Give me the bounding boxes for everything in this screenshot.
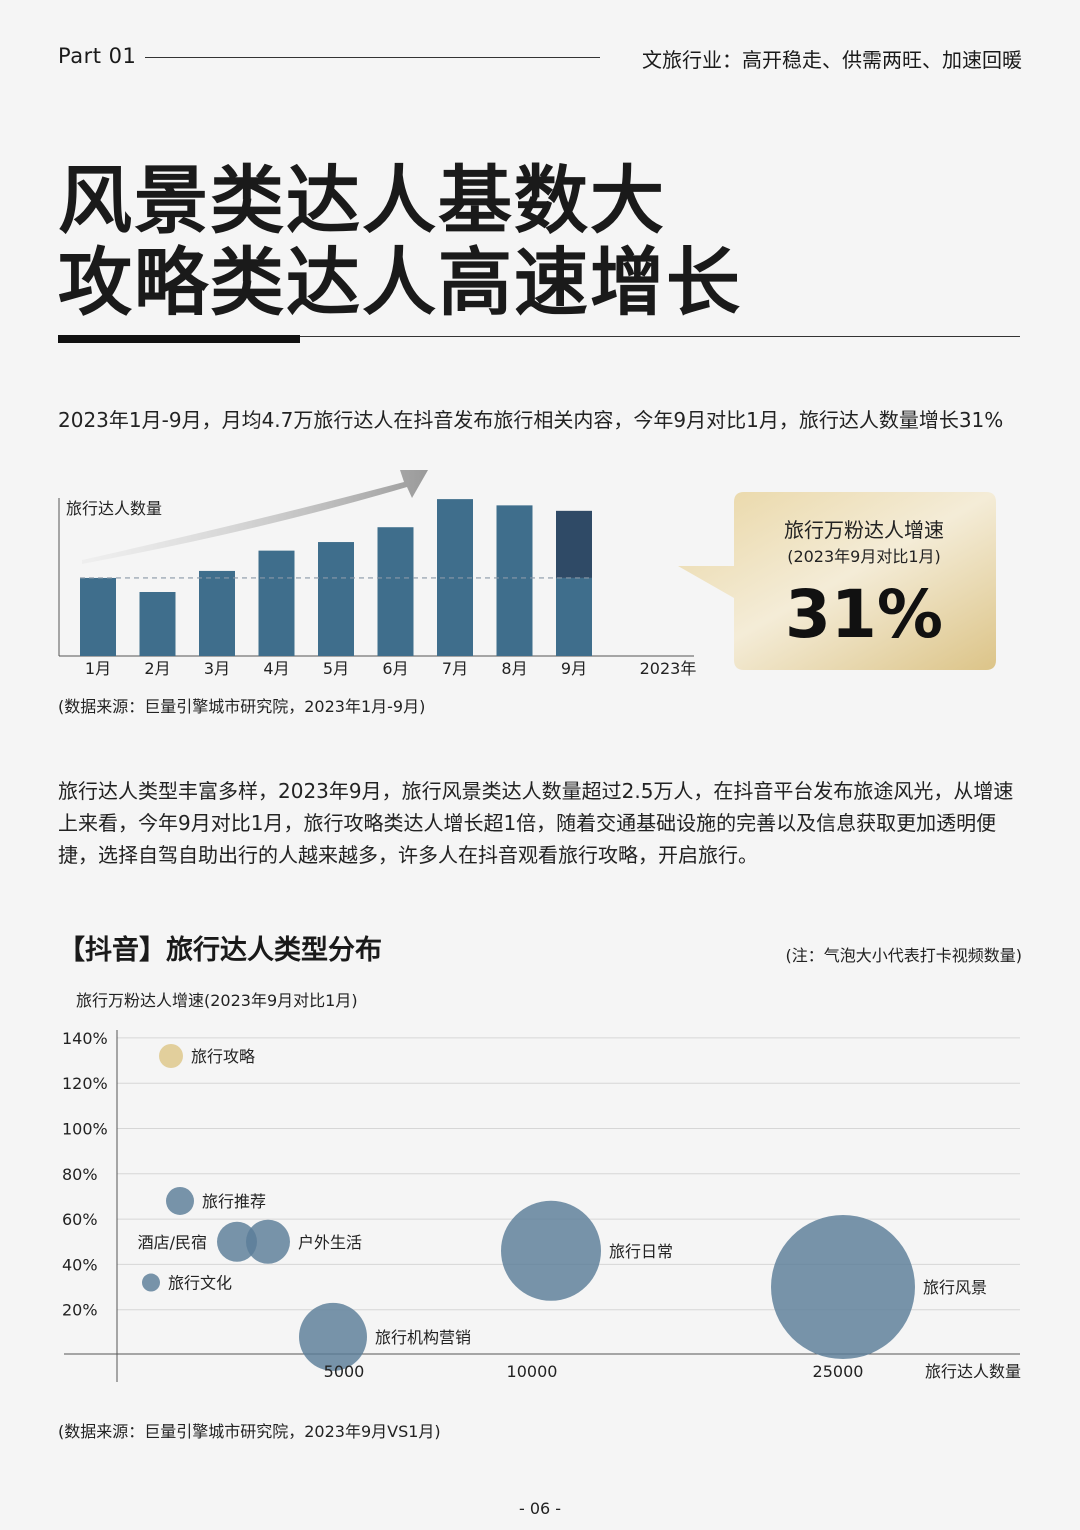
x-tick-label: 10000 — [507, 1362, 558, 1381]
bubble-y-axis-label: 旅行万粉达人增速(2023年9月对比1月) — [76, 991, 358, 1010]
data-source-2: (数据来源：巨量引擎城市研究院，2023年9月VS1月) — [58, 1422, 441, 1441]
y-tick-label: 140% — [62, 1029, 108, 1048]
data-source-1: (数据来源：巨量引擎城市研究院，2023年1月-9月) — [58, 697, 426, 716]
bar — [139, 592, 176, 656]
bubble-x-axis-label: 旅行达人数量 — [925, 1362, 1021, 1381]
bubble-chart-title: 【抖音】旅行达人类型分布 — [58, 935, 382, 966]
bubble-label: 酒店/民宿 — [138, 1233, 207, 1252]
title-line-1: 风景类达人基数大 — [58, 158, 666, 244]
bar — [496, 505, 533, 656]
growth-callout-box — [678, 492, 996, 670]
bar-highlight-segment — [556, 510, 592, 578]
y-tick-label: 80% — [62, 1165, 98, 1184]
bubble — [159, 1044, 183, 1069]
y-tick-label: 120% — [62, 1074, 108, 1093]
bar — [377, 527, 414, 656]
bubble-label: 旅行文化 — [168, 1274, 232, 1293]
bubble — [299, 1302, 367, 1371]
bar-category-label: 8月 — [501, 659, 527, 678]
bar — [80, 577, 116, 656]
callout-title: 旅行万粉达人增速 — [784, 518, 944, 542]
y-tick-label: 60% — [62, 1210, 98, 1229]
callout-subtitle: (2023年9月对比1月) — [787, 547, 941, 566]
page-number: - 06 - — [518, 1499, 562, 1518]
bar — [258, 550, 295, 656]
bar — [556, 577, 592, 656]
bubble-label: 户外生活 — [298, 1233, 362, 1252]
page-title: 风景类达人基数大 攻略类达人高速增长 — [58, 160, 742, 324]
part-label: Part 01 — [58, 44, 137, 68]
bar-y-axis-label: 旅行达人数量 — [66, 499, 162, 518]
bar — [318, 542, 354, 656]
bar — [199, 570, 235, 656]
header-divider — [145, 57, 600, 58]
bubble-label: 旅行推荐 — [202, 1192, 266, 1211]
bar-x-axis-label: 2023年 — [640, 659, 697, 678]
summary-paragraph-1: 2023年1月-9月，月均4.7万旅行达人在抖音发布旅行相关内容，今年9月对比1… — [58, 408, 1004, 432]
title-divider — [58, 336, 1020, 337]
bar-category-label: 2月 — [144, 659, 170, 678]
bubble-label: 旅行风景 — [923, 1278, 987, 1297]
bubble-label: 旅行日常 — [609, 1242, 673, 1261]
bubble — [501, 1200, 601, 1301]
bubble — [771, 1215, 915, 1360]
bar-category-label: 3月 — [204, 659, 230, 678]
bubble-label: 旅行攻略 — [191, 1047, 255, 1066]
bar-category-label: 5月 — [323, 659, 349, 678]
bubble — [217, 1221, 257, 1262]
bar-category-label: 9月 — [561, 659, 587, 678]
x-tick-label: 5000 — [324, 1362, 365, 1381]
title-accent-bar — [58, 335, 300, 343]
bubble-label: 旅行机构营销 — [375, 1328, 471, 1347]
y-tick-label: 20% — [62, 1301, 98, 1320]
bar-category-label: 1月 — [85, 659, 111, 678]
section-tagline: 文旅行业：高开稳走、供需两旺、加速回暖 — [642, 48, 1022, 72]
bar-chart: 旅行达人数量 1月 2月 3月 4月 5月 6月 7月 8月 9月 2023年 — [58, 470, 697, 678]
bar-category-label: 7月 — [442, 659, 468, 678]
bubble — [246, 1219, 290, 1264]
title-line-2: 攻略类达人高速增长 — [58, 240, 742, 326]
trend-arrow-icon — [82, 470, 428, 564]
y-tick-label: 40% — [62, 1255, 98, 1274]
bar-category-label: 6月 — [382, 659, 408, 678]
y-tick-label: 100% — [62, 1120, 108, 1139]
summary-paragraph-2: 旅行达人类型丰富多样，2023年9月，旅行风景类达人数量超过2.5万人，在抖音平… — [58, 779, 1014, 867]
callout-value: 31% — [785, 576, 943, 653]
bubble-chart-note: (注：气泡大小代表打卡视频数量) — [785, 946, 1023, 965]
bar-category-label: 4月 — [263, 659, 289, 678]
x-tick-label: 25000 — [813, 1362, 864, 1381]
bubble — [142, 1273, 160, 1292]
bubble — [166, 1186, 194, 1215]
